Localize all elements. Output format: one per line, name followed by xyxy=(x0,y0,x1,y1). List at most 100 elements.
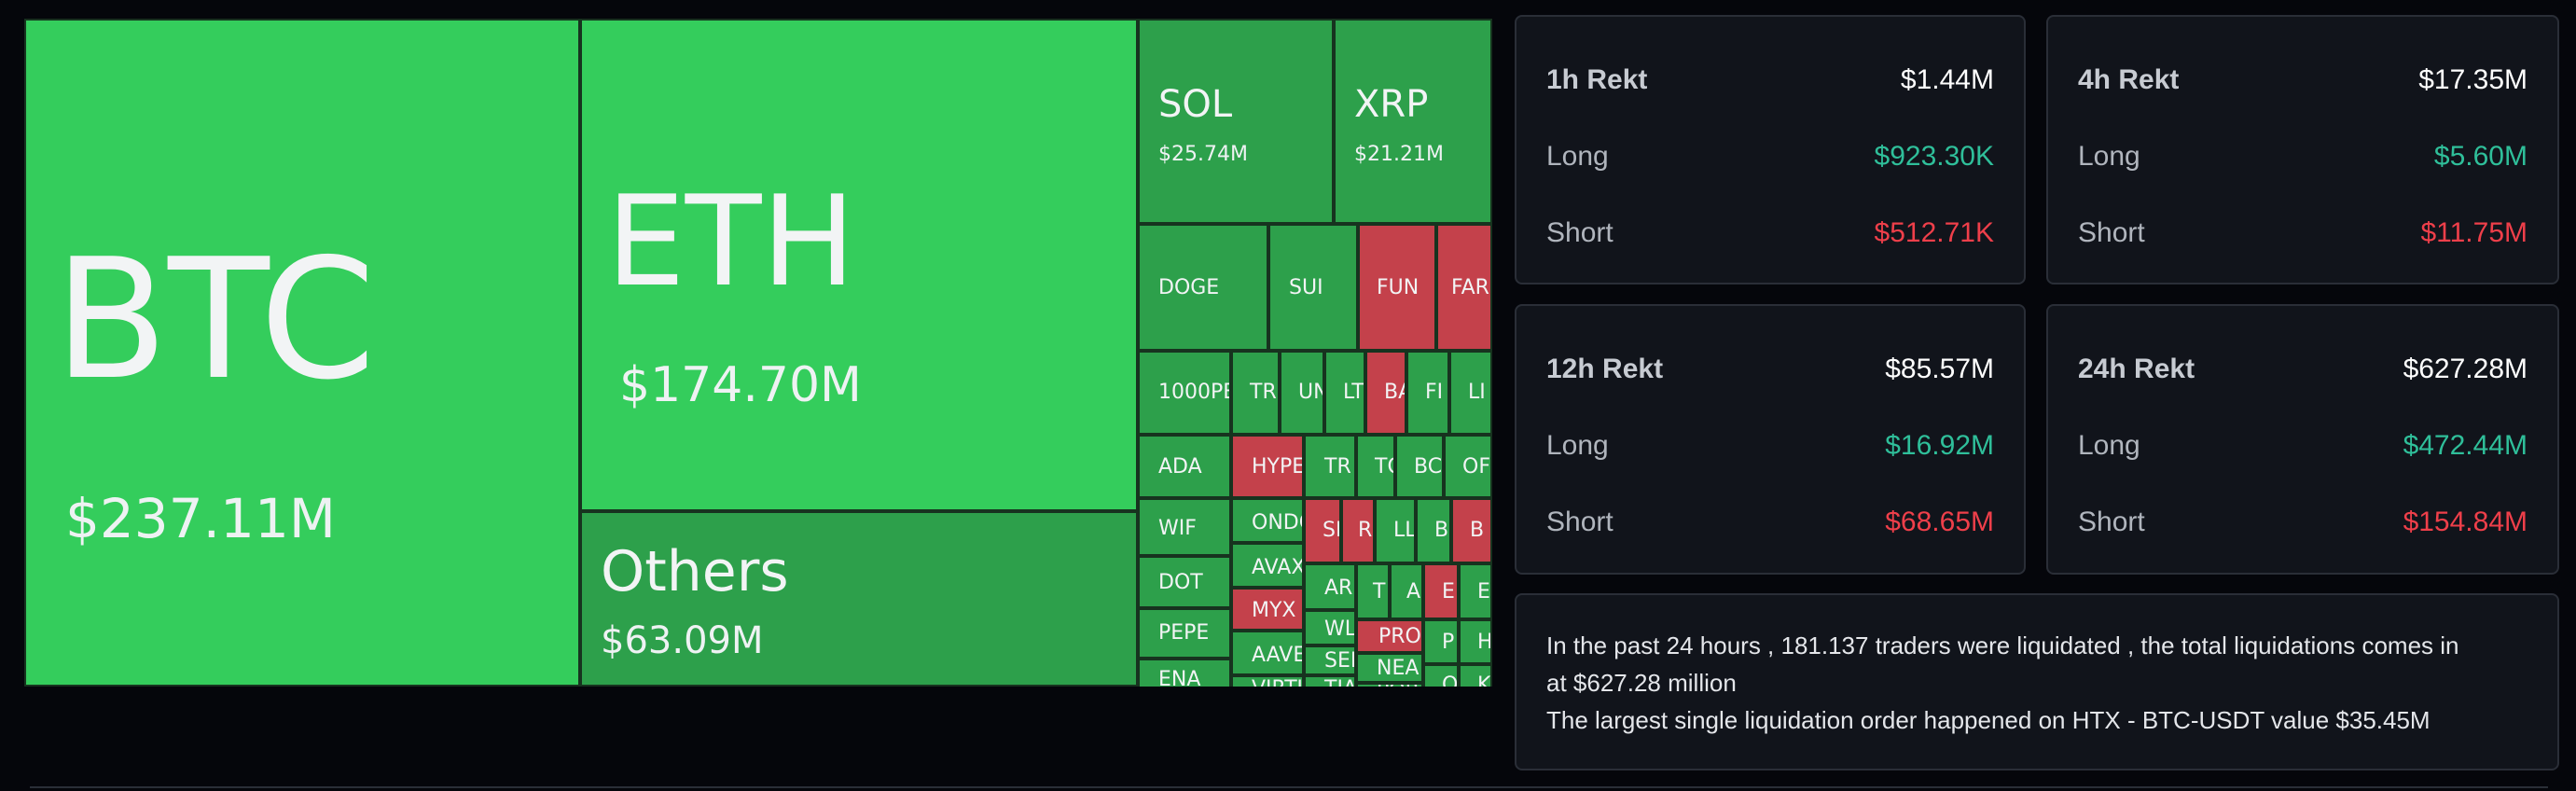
treemap-tile-ll[interactable]: LL xyxy=(1375,498,1416,563)
treemap-tile-b1[interactable]: B xyxy=(1416,498,1451,563)
tile-value: $237.11M xyxy=(65,487,336,550)
treemap-tile-fi[interactable]: FI xyxy=(1406,351,1449,435)
treemap-tile-virtu[interactable]: VIRTU xyxy=(1231,675,1304,687)
treemap-tile-k[interactable]: K xyxy=(1459,664,1492,687)
treemap-tile-myx[interactable]: MYX xyxy=(1231,588,1304,631)
liquidation-treemap: BTC $237.11M ETH $174.70M Others $63.09M SOL $2… xyxy=(24,19,1492,687)
treemap-tile-ondo[interactable]: ONDO xyxy=(1231,498,1304,543)
treemap-tile-t[interactable]: T xyxy=(1356,563,1390,619)
treemap-tile-pro[interactable]: PRO xyxy=(1356,619,1423,653)
short-label: Short xyxy=(2078,507,2145,537)
tile-symbol: FAR xyxy=(1451,276,1489,299)
treemap-tile-bc[interactable]: BC xyxy=(1395,435,1444,498)
treemap-tile-doge[interactable]: DOGE xyxy=(1138,224,1268,351)
treemap-tile-e1[interactable]: E xyxy=(1423,563,1459,619)
tile-symbol: DOGE xyxy=(1158,276,1220,299)
treemap-tile-pepe[interactable]: PEPE xyxy=(1138,608,1231,659)
tile-symbol: ENA xyxy=(1158,668,1201,687)
tile-symbol: Others xyxy=(601,539,789,604)
treemap-tile-are[interactable]: ARE xyxy=(1304,563,1356,610)
treemap-tile-ena[interactable]: ENA xyxy=(1138,659,1231,687)
tile-symbol: BTC xyxy=(54,223,376,416)
treemap-tile-a[interactable]: A xyxy=(1390,563,1423,619)
tile-symbol: AVAX xyxy=(1252,556,1304,579)
tile-symbol: B xyxy=(1470,519,1485,542)
short-label: Short xyxy=(1546,217,1613,248)
tile-symbol: SUI xyxy=(1289,276,1323,299)
long-label: Long xyxy=(2078,430,2140,461)
short-label: Short xyxy=(2078,217,2145,248)
treemap-tile-e2[interactable]: E xyxy=(1459,563,1492,619)
treemap-tile-li[interactable]: LI xyxy=(1449,351,1492,435)
rekt-card-12h: 12h Rekt $85.57M Long $16.92M Short $68.65M xyxy=(1515,304,2026,575)
tile-symbol: XRP xyxy=(1354,83,1429,126)
tile-value: $21.21M xyxy=(1354,143,1444,166)
treemap-tile-ada[interactable]: ADA xyxy=(1138,435,1231,498)
short-amount: $154.84M xyxy=(2403,507,2528,537)
treemap-tile-hype[interactable]: HYPE xyxy=(1231,435,1304,498)
tile-symbol: T xyxy=(1373,580,1386,604)
long-amount: $472.44M xyxy=(2403,430,2528,461)
treemap-tile-sei[interactable]: SEI xyxy=(1304,645,1356,675)
treemap-tile-sui[interactable]: SUI xyxy=(1268,224,1358,351)
tile-value: $63.09M xyxy=(601,619,764,662)
treemap-tile-1000pe[interactable]: 1000PE xyxy=(1138,351,1231,435)
treemap-tile-pop[interactable]: POP xyxy=(1356,683,1423,687)
treemap-tile-p[interactable]: P xyxy=(1423,619,1459,664)
tile-symbol: B xyxy=(1434,519,1449,542)
treemap-tile-tia[interactable]: TIA xyxy=(1304,675,1356,687)
treemap-tile-eth[interactable]: ETH $174.70M xyxy=(580,19,1138,511)
treemap-tile-of[interactable]: OF xyxy=(1444,435,1492,498)
tile-symbol: BA xyxy=(1384,381,1405,404)
treemap-tile-aave[interactable]: AAVE xyxy=(1231,631,1304,675)
treemap-tile-xrp[interactable]: XRP $21.21M xyxy=(1334,19,1492,224)
tile-symbol: K xyxy=(1477,673,1491,687)
tile-symbol: LI xyxy=(1468,381,1486,404)
liquidation-summary: In the past 24 hours , 181.137 traders w… xyxy=(1515,593,2559,770)
long-amount: $923.30K xyxy=(1874,141,1994,172)
tile-symbol: R xyxy=(1358,519,1373,542)
tile-value: $25.74M xyxy=(1158,143,1248,166)
treemap-tile-r[interactable]: R xyxy=(1341,498,1375,563)
short-label: Short xyxy=(1546,507,1613,537)
tile-symbol: LL xyxy=(1393,519,1416,542)
tile-symbol: 1000PE xyxy=(1158,381,1231,404)
treemap-tile-h[interactable]: H xyxy=(1459,619,1492,664)
tile-symbol: LT xyxy=(1343,381,1364,404)
card-title: 12h Rekt xyxy=(1546,354,1664,384)
tile-symbol: DOT xyxy=(1158,571,1203,594)
treemap-tile-wld[interactable]: WLD xyxy=(1304,610,1356,645)
tile-symbol: O xyxy=(1442,673,1459,687)
treemap-tile-to[interactable]: TO xyxy=(1356,435,1395,498)
treemap-tile-nea[interactable]: NEA xyxy=(1356,653,1423,683)
tile-symbol: PRO xyxy=(1378,625,1421,648)
summary-line-2: at $627.28 million xyxy=(1546,669,1737,697)
tile-symbol: TIA xyxy=(1324,679,1354,687)
treemap-tile-b2[interactable]: B xyxy=(1451,498,1492,563)
tile-symbol: H xyxy=(1477,631,1492,654)
short-amount: $68.65M xyxy=(1885,507,1994,537)
treemap-tile-dot[interactable]: DOT xyxy=(1138,556,1231,608)
card-total: $1.44M xyxy=(1900,64,1994,95)
treemap-tile-fun[interactable]: FUN xyxy=(1358,224,1436,351)
rekt-card-4h: 4h Rekt $17.35M Long $5.60M Short $11.75M xyxy=(2046,15,2559,284)
treemap-tile-o[interactable]: O xyxy=(1423,664,1459,687)
treemap-tile-tr1[interactable]: TR xyxy=(1231,351,1280,435)
treemap-tile-btc[interactable]: BTC $237.11M xyxy=(24,19,580,687)
tile-symbol: A xyxy=(1406,580,1421,604)
tile-symbol: BC xyxy=(1414,455,1443,479)
treemap-tile-sol[interactable]: SOL $25.74M xyxy=(1138,19,1334,224)
treemap-tile-avax[interactable]: AVAX xyxy=(1231,543,1304,588)
treemap-tile-ba[interactable]: BA xyxy=(1365,351,1406,435)
treemap-tile-tr2[interactable]: TR xyxy=(1304,435,1356,498)
treemap-tile-sp[interactable]: SP xyxy=(1304,498,1341,563)
tile-symbol: E xyxy=(1477,580,1490,604)
tile-symbol: ONDO xyxy=(1252,511,1302,534)
treemap-tile-wif[interactable]: WIF xyxy=(1138,498,1231,556)
treemap-tile-lt[interactable]: LT xyxy=(1324,351,1365,435)
treemap-tile-far[interactable]: FAR xyxy=(1436,224,1492,351)
treemap-tile-others[interactable]: Others $63.09M xyxy=(580,511,1138,687)
treemap-tile-un[interactable]: UN xyxy=(1280,351,1324,435)
tile-symbol: PEPE xyxy=(1158,621,1210,645)
summary-line-3: The largest single liquidation order hap… xyxy=(1546,706,2431,734)
